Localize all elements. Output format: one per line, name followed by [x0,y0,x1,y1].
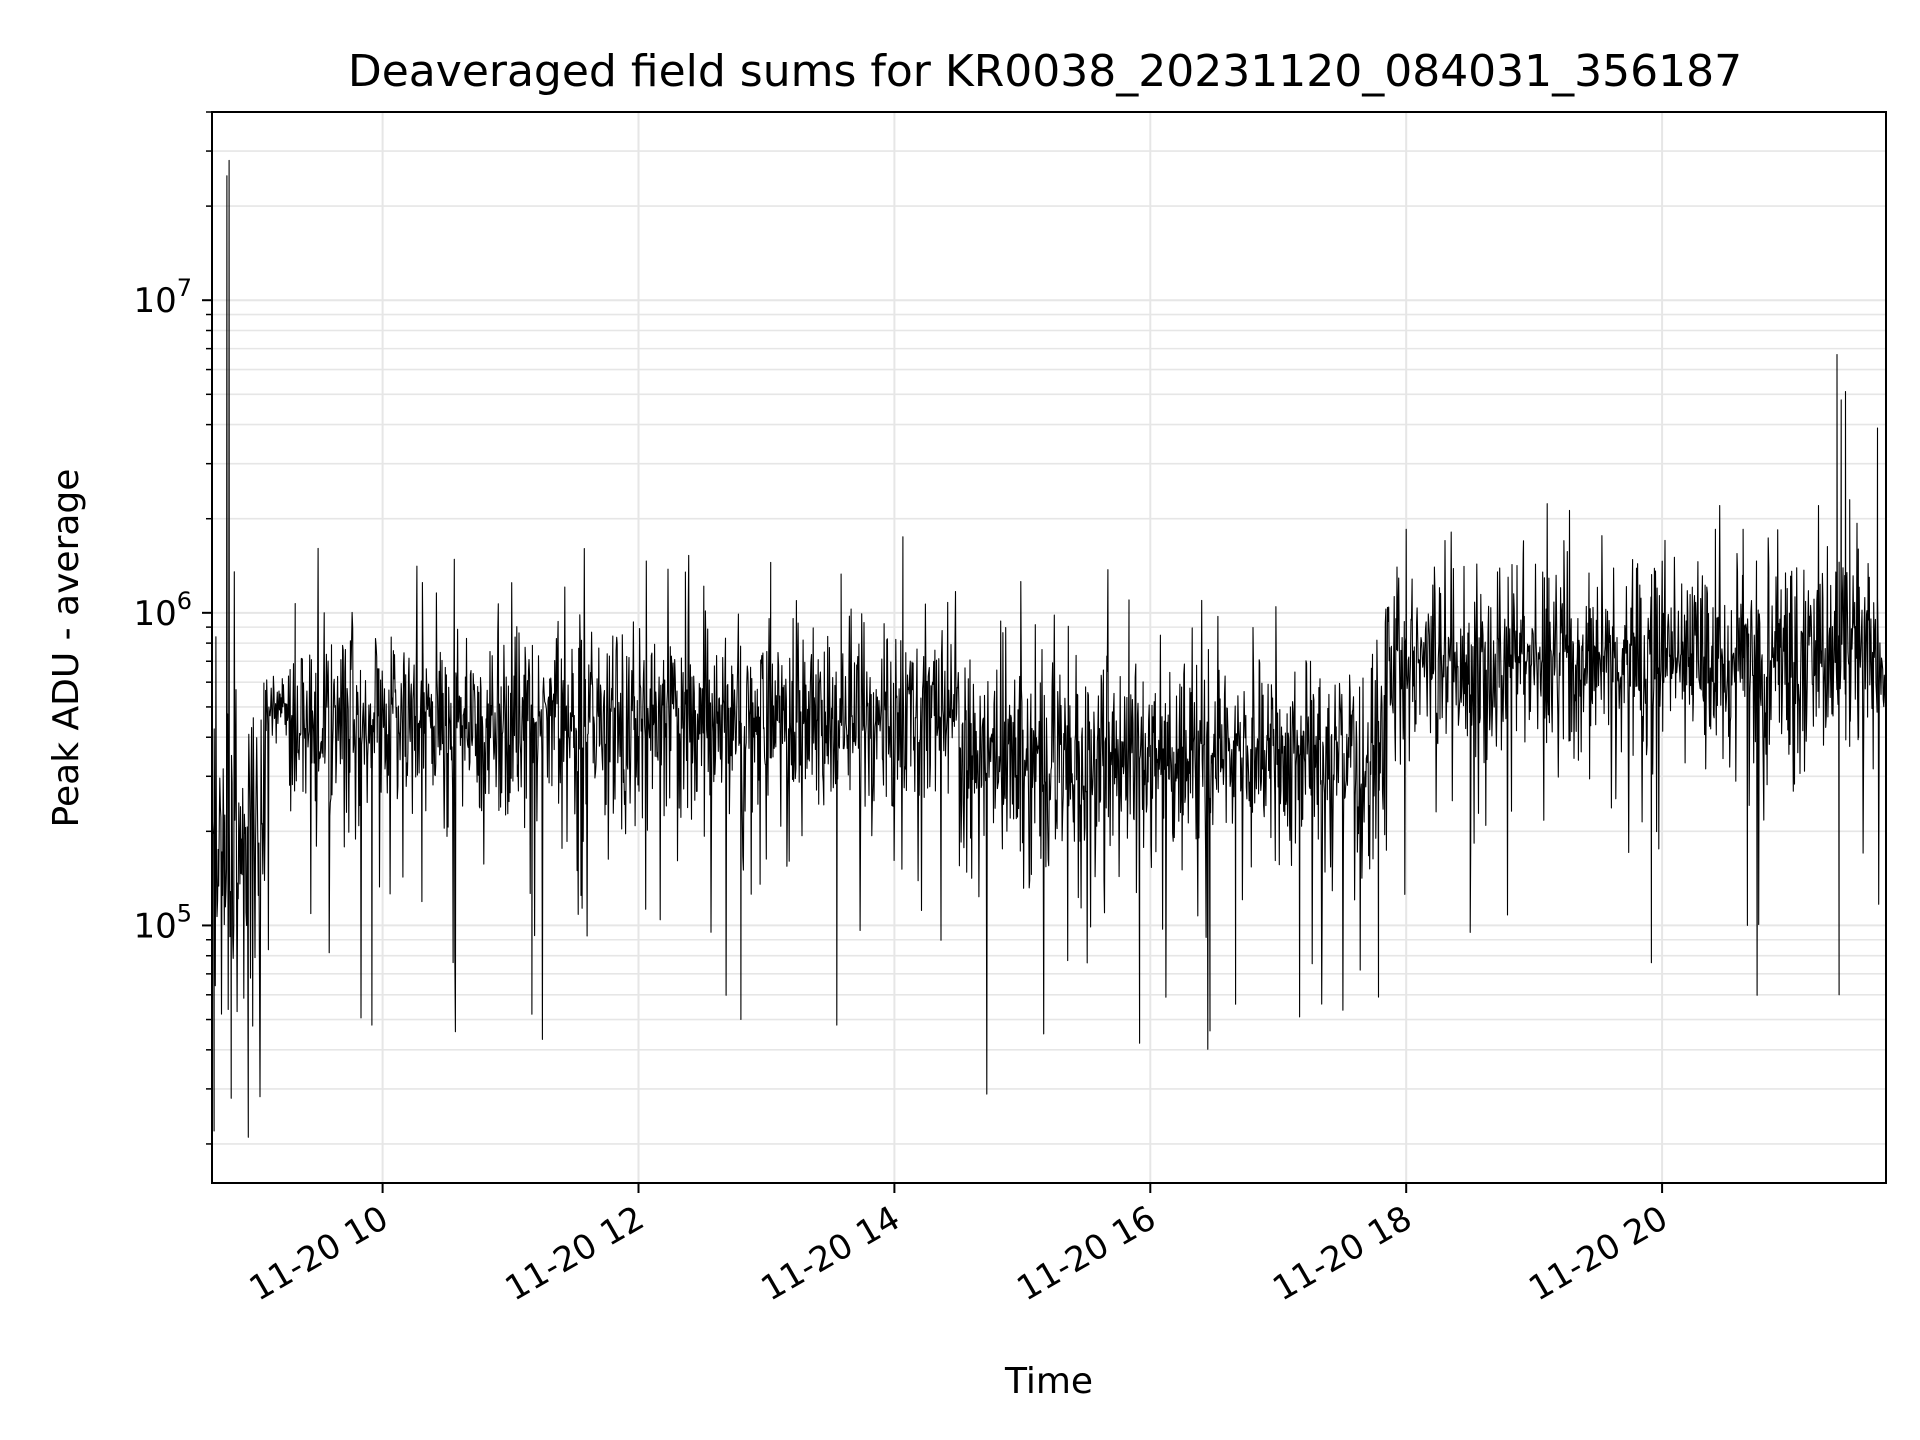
plot-frame [211,111,1887,1184]
y-axis-label: Peak ADU - average [46,469,87,828]
y-tick-label: 107 [133,274,192,321]
y-tick-label: 106 [133,587,192,634]
data-layer [211,159,1887,1138]
x-axis-label: Time [1004,1361,1093,1402]
series-line [211,159,1887,1138]
y-axis: 105 106 107 [133,111,212,1145]
y-tick-label: 105 [133,899,192,946]
chart-title: Deaveraged field sums for KR0038_2023112… [348,46,1742,97]
